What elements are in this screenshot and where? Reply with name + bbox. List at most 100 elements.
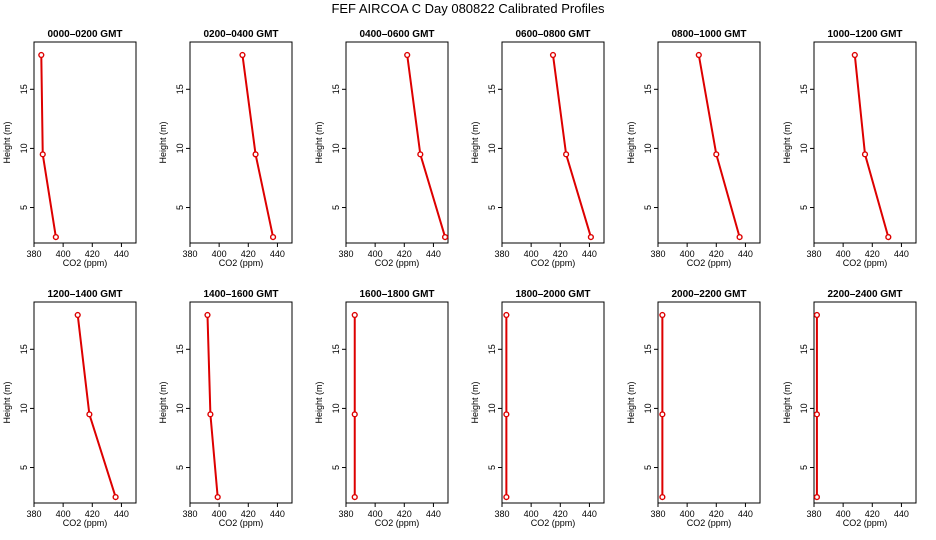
plot-frame [33,301,137,504]
data-point [503,411,510,418]
x-tick-label: 380 [182,509,197,519]
profile-line [697,54,741,238]
y-tick-label: 5 [799,205,809,210]
data-point [351,311,358,319]
x-axis-label: CO2 (ppm) [687,518,732,528]
data-point [885,233,892,241]
plot-frame [657,41,761,244]
y-tick-label: 15 [175,84,185,94]
plot-frame [33,41,137,244]
y-tick-label: 10 [331,143,341,153]
x-tick-label: 440 [738,509,753,519]
data-point [441,233,449,241]
x-tick-label: 380 [182,249,197,259]
data-point [269,233,277,241]
y-tick-label: 10 [487,403,497,413]
profile-line [552,54,592,238]
x-tick-label: 400 [368,249,383,259]
x-axis-label: CO2 (ppm) [63,258,108,268]
data-point [503,493,510,501]
x-axis-label: CO2 (ppm) [531,518,576,528]
x-tick-label: 380 [806,509,821,519]
x-tick-label: 440 [894,509,909,519]
panel-8: 1600–1800 GMT 380 400 420 440 5 10 15 CO2 (ppm) H… [314,289,449,528]
x-axis-label: CO2 (ppm) [843,518,888,528]
plot-frame [501,41,605,244]
y-tick-label: 10 [643,143,653,153]
data-point [86,411,93,418]
profile-line [241,54,275,238]
panel-9: 1800–2000 GMT 380 400 420 440 5 10 15 CO2 (ppm) H… [470,289,605,528]
panel-title: 2200–2400 GMT [827,289,902,300]
data-point [417,151,424,158]
y-tick-label: 10 [331,403,341,413]
y-tick-label: 5 [331,465,341,470]
plot-frame [345,41,449,244]
x-axis-label: CO2 (ppm) [375,258,420,268]
x-tick-label: 400 [524,249,539,259]
y-tick-label: 5 [643,205,653,210]
panel-4: 0800–1000 GMT 380 400 420 440 5 10 15 CO2 (ppm) H… [626,29,761,268]
y-tick-label: 15 [487,344,497,354]
x-tick-label: 380 [650,249,665,259]
data-point [207,411,214,418]
x-axis-label: CO2 (ppm) [843,258,888,268]
x-tick-label: 400 [212,249,227,259]
data-point [813,311,821,319]
data-point [736,233,743,241]
panel-6: 1200–1400 GMT 380 400 420 440 5 10 15 CO2 (ppm) H… [2,289,137,528]
panel-title: 0800–1000 GMT [671,29,746,40]
data-point [204,311,211,319]
y-tick-label: 10 [19,403,29,413]
data-point [252,151,259,158]
data-point [549,51,557,59]
panel-title: 1600–1800 GMT [359,289,434,300]
y-axis-label: Height (m) [314,381,324,423]
profile-line [406,54,447,238]
profile-line [853,54,890,238]
x-tick-label: 400 [212,509,227,519]
y-tick-label: 5 [19,205,29,210]
x-tick-label: 440 [894,249,909,259]
x-tick-label: 380 [806,249,821,259]
x-tick-label: 420 [865,249,880,259]
x-tick-label: 400 [56,249,71,259]
x-axis-label: CO2 (ppm) [219,258,264,268]
panel-10: 2000–2200 GMT 380 400 420 440 5 10 15 CO2 (ppm) H… [626,289,761,528]
y-axis-label: Height (m) [158,121,168,163]
y-axis-label: Height (m) [470,121,480,163]
x-tick-label: 380 [494,509,509,519]
data-point [659,411,666,418]
plot-frame [813,301,917,504]
data-point [851,51,858,59]
x-tick-label: 440 [582,249,597,259]
y-axis-label: Height (m) [470,381,480,423]
x-tick-label: 420 [553,509,568,519]
y-axis-label: Height (m) [782,121,792,163]
data-point [74,311,81,319]
x-tick-label: 380 [338,509,353,519]
y-tick-label: 10 [799,143,809,153]
x-tick-label: 380 [26,249,41,259]
y-tick-label: 15 [643,344,653,354]
panel-1: 0200–0400 GMT 380 400 420 440 5 10 15 CO2 (ppm) H… [158,29,293,268]
panel-title: 0000–0200 GMT [47,29,122,40]
x-tick-label: 440 [270,509,285,519]
y-axis-label: Height (m) [626,381,636,423]
y-tick-label: 5 [331,205,341,210]
y-axis-label: Height (m) [782,381,792,423]
panel-title: 0400–0600 GMT [359,29,434,40]
y-tick-label: 15 [175,344,185,354]
data-point [813,493,821,501]
plot-frame [189,301,293,504]
y-tick-label: 5 [487,465,497,470]
y-axis-label: Height (m) [2,121,12,163]
y-tick-label: 10 [175,143,185,153]
profile-line [40,54,57,238]
panel-3: 0600–0800 GMT 380 400 420 440 5 10 15 CO2 (ppm) H… [470,29,605,268]
panel-7: 1400–1600 GMT 380 400 420 440 5 10 15 CO2 (ppm) H… [158,289,293,528]
x-tick-label: 440 [114,509,129,519]
x-tick-label: 400 [836,249,851,259]
plot-frame [189,41,293,244]
data-point [813,411,821,418]
